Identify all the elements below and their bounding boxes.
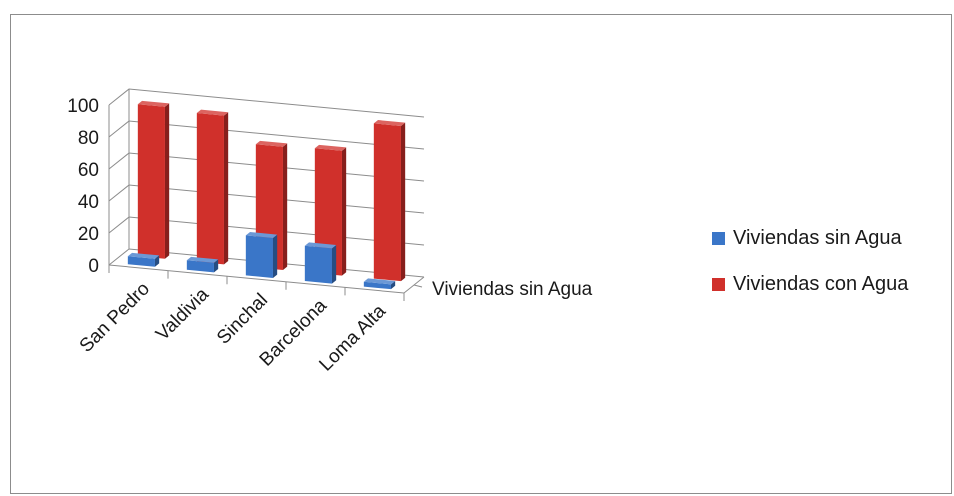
bar [245,232,278,278]
bar-side [331,245,337,284]
bar-top [373,120,406,126]
bar-front [137,104,165,259]
y-tick-label: 60 [78,160,99,181]
bar-side [282,143,288,270]
bar-front [196,112,224,265]
bar-front [186,260,214,273]
bar [137,100,170,259]
bar-side [272,234,278,278]
bar-top [127,252,160,259]
bar-top [196,109,229,116]
bar-top [255,140,288,147]
bar [196,109,229,265]
bars-front-row [127,232,396,290]
bar [304,242,337,284]
y-tick-label: 100 [67,96,99,117]
depth-axis-label: Viviendas sin Agua [432,279,593,300]
legend-swatch [712,278,725,291]
x-tick-label: Sinchal [213,290,272,349]
bar [373,120,406,282]
bar-front [127,256,155,267]
bar-top [245,232,278,238]
bar-top [186,256,219,263]
bar-top [363,278,396,285]
bar [127,252,160,267]
bar-side [341,147,347,276]
bar-side [154,255,160,267]
legend-label: Viviendas con Agua [733,273,909,295]
bar-side [223,112,229,265]
x-tick-label: San Pedro [76,278,154,356]
bar-side [213,259,219,273]
legend-label: Viviendas sin Agua [733,227,903,249]
bar-front [363,281,391,290]
bar [363,278,396,290]
bar-top [137,100,170,107]
bar-side [390,281,396,290]
bar [186,256,219,273]
x-tick-label: Valdivia [152,284,213,345]
bar-side [400,122,406,282]
y-tick-label: 40 [78,192,99,213]
legend-swatch [712,232,725,245]
bar-top [304,242,337,249]
bars-back-row [137,100,406,282]
y-tick-label: 0 [88,256,99,277]
bar-top [314,144,347,151]
bar-side [164,103,170,259]
y-tick-label: 20 [78,224,99,245]
bar-front [373,123,401,282]
bar-front [304,245,332,284]
depth-tick [413,284,423,288]
legend: Viviendas sin Agua Viviendas con Agua [712,227,909,295]
y-tick-label: 80 [78,128,99,149]
bar-front [245,235,273,278]
